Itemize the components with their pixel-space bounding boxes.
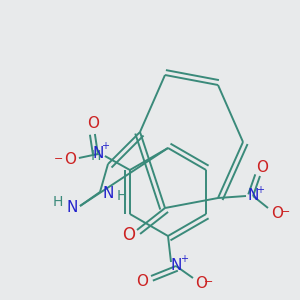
Text: N: N [170, 259, 182, 274]
Text: +: + [101, 141, 109, 151]
Text: O: O [271, 206, 283, 220]
Text: −: − [204, 277, 214, 287]
Text: N: N [247, 188, 259, 203]
Text: H: H [53, 195, 63, 209]
Text: O: O [64, 152, 76, 167]
Text: O: O [87, 116, 99, 131]
Text: −: − [281, 207, 291, 217]
Text: O: O [195, 275, 207, 290]
Text: +: + [180, 254, 188, 264]
Text: −: − [54, 154, 64, 164]
Text: N: N [102, 187, 114, 202]
Text: O: O [136, 274, 148, 289]
Text: H: H [117, 189, 127, 203]
Text: N: N [92, 146, 103, 161]
Text: N: N [66, 200, 78, 215]
Text: O: O [256, 160, 268, 175]
Text: O: O [122, 226, 136, 244]
Text: +: + [256, 185, 264, 195]
Text: H: H [91, 149, 101, 163]
